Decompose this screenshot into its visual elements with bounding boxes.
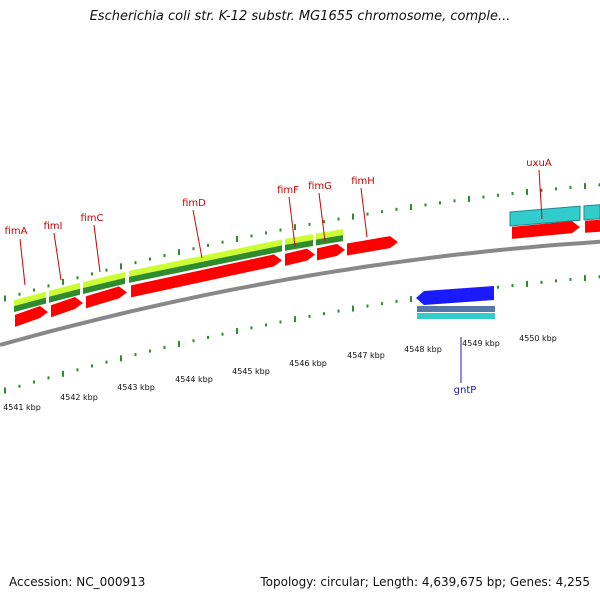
accession-text: Accession: NC_000913 [9, 575, 146, 589]
forward-gene-arrow[interactable] [131, 254, 282, 298]
operon-block [14, 297, 46, 313]
scale-label: 4549 kbp [462, 339, 500, 348]
map-title: Escherichia coli str. K-12 substr. MG165… [89, 9, 511, 24]
operon-block [285, 233, 313, 245]
scale-label: 4547 kbp [347, 351, 385, 360]
scale-labels: 4541 kbp 4542 kbp 4543 kbp 4544 kbp 4545 kbp… [3, 334, 557, 412]
forward-gene-arrow[interactable] [585, 219, 600, 233]
gene-label[interactable]: fimD [182, 198, 206, 209]
gene-label[interactable]: fimI [44, 221, 63, 232]
gene-label[interactable]: gntP [454, 385, 477, 396]
forward-gene-arrow[interactable] [15, 305, 48, 327]
operon-track [14, 204, 600, 319]
operon-block [285, 239, 313, 251]
lower-tick-track [4, 275, 600, 394]
gene-leader-line [93, 224, 101, 273]
operon-block [83, 277, 125, 295]
scale-label: 4545 kbp [232, 367, 270, 376]
operon-block [316, 229, 343, 240]
operon-block [129, 239, 282, 277]
gene-leader-line [19, 238, 26, 286]
gene-leader-line [192, 209, 203, 259]
gene-label[interactable]: uxuA [526, 158, 552, 169]
gene-leader-line [538, 169, 543, 220]
upper-tick-track [4, 183, 600, 302]
scale-label: 4541 kbp [3, 403, 41, 412]
gene-leader-line [288, 196, 296, 247]
forward-gene-arrow[interactable] [51, 297, 83, 318]
cyan-feature-block [583, 204, 600, 221]
gene-leader-line [53, 232, 62, 281]
scale-label: 4542 kbp [60, 393, 98, 402]
gene-leader-line [360, 187, 368, 238]
gene-label[interactable]: fimF [277, 185, 299, 196]
operon-block [49, 282, 80, 297]
forward-gene-arrow[interactable] [317, 243, 345, 261]
gene-leader-line [318, 192, 326, 242]
gene-label[interactable]: fimG [308, 181, 332, 192]
reverse-feature-bar [417, 306, 495, 312]
scale-label: 4550 kbp [519, 334, 557, 343]
chromosome-backbone [0, 239, 600, 347]
operon-block [129, 245, 282, 283]
cyan-feature-block [509, 205, 581, 227]
operon-block [49, 288, 80, 303]
gene-label[interactable]: fimH [351, 176, 375, 187]
forward-gene-arrow[interactable] [285, 248, 315, 266]
scale-label: 4548 kbp [404, 345, 442, 354]
reverse-feature-bar [417, 313, 495, 319]
forward-gene-arrow[interactable] [512, 221, 580, 239]
forward-gene-arrow[interactable] [86, 286, 127, 309]
scale-label: 4543 kbp [117, 383, 155, 392]
scale-label: 4544 kbp [175, 375, 213, 384]
scale-label: 4546 kbp [289, 359, 327, 368]
forward-gene-arrow[interactable] [347, 236, 398, 256]
genome-summary-text: Topology: circular; Length: 4,639,675 bp… [260, 575, 590, 589]
gene-labels: fimA fimI fimC fimD fimF fimG fimH uxuA gntP [5, 158, 552, 396]
operon-block [14, 291, 46, 307]
operon-block [83, 271, 125, 289]
gene-label[interactable]: fimA [5, 226, 28, 237]
reverse-gene-arrow[interactable] [416, 286, 494, 305]
backbone-line [0, 239, 600, 347]
operon-block [316, 235, 343, 246]
gene-label[interactable]: fimC [80, 213, 103, 224]
label-leader-lines [19, 169, 543, 383]
gene-track [15, 219, 600, 327]
